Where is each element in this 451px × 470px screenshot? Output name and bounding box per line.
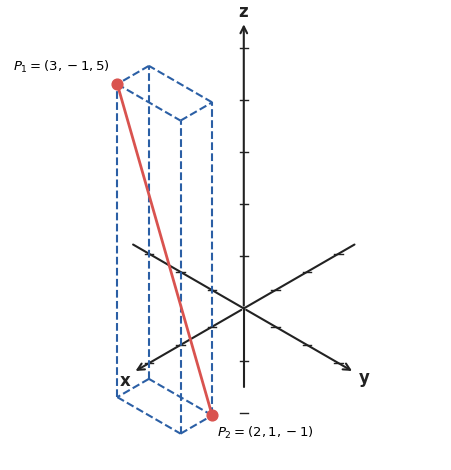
Text: $P_2 = (2, 1, -1)$: $P_2 = (2, 1, -1)$ <box>217 425 313 441</box>
Point <box>113 80 120 88</box>
Point <box>208 412 215 419</box>
Text: $P_1 = (3, -1, 5)$: $P_1 = (3, -1, 5)$ <box>13 59 109 75</box>
Text: $\mathbf{x}$: $\mathbf{x}$ <box>119 373 131 390</box>
Text: $\mathbf{y}$: $\mathbf{y}$ <box>357 371 369 389</box>
Text: $\mathbf{z}$: $\mathbf{z}$ <box>238 4 249 21</box>
